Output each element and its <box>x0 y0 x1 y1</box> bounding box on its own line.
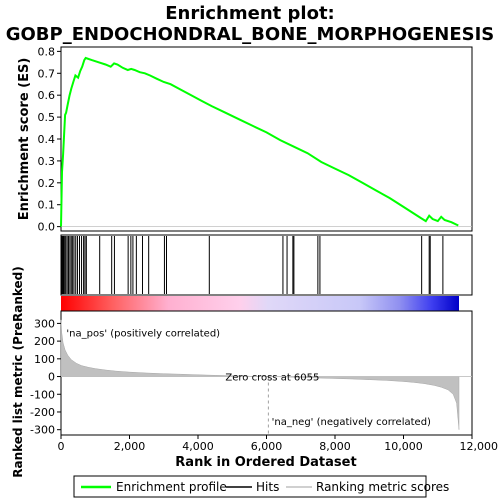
chart-title-line2: GOBP_ENDOCHONDRAL_BONE_MORPHOGENESIS <box>6 24 495 45</box>
rank-y-tick-label: 200 <box>34 335 55 348</box>
es-y-tick-label: 0.0 <box>38 221 56 234</box>
x-tick-label: 2,000 <box>114 440 146 453</box>
es-y-tick-label: 0.4 <box>38 133 56 146</box>
es-y-tick-label: 0.3 <box>38 155 56 168</box>
hits-panel <box>60 234 473 296</box>
enrichment-profile-line <box>60 56 459 227</box>
es-y-tick-label: 0.2 <box>38 177 56 190</box>
x-tick-label: 0 <box>58 440 65 453</box>
rank-y-tick-label: 0 <box>48 371 55 384</box>
rank-y-tick-label: -200 <box>30 406 55 419</box>
x-tick-label: 6,000 <box>251 440 283 453</box>
rank-y-tick-label: -300 <box>30 424 55 437</box>
x-tick-label: 12,000 <box>460 440 499 453</box>
chart-title-line1: Enrichment plot: <box>165 3 335 24</box>
es-plot-area <box>60 46 473 232</box>
legend-label-ranking: Ranking metric scores <box>316 480 449 494</box>
es-y-tick-label: 0.7 <box>38 67 56 80</box>
x-tick-label: 8,000 <box>319 440 351 453</box>
es-y-tick-label: 0.6 <box>38 89 56 102</box>
annotation-na-pos: 'na_pos' (positively correlated) <box>66 328 220 339</box>
es-y-tick-label: 0.1 <box>38 199 56 212</box>
rank-y-tick-label: 100 <box>34 353 55 366</box>
rank-y-axis-label: Ranked list metric (PreRanked) <box>11 266 25 478</box>
es-y-axis: 0.0 0.1 0.2 0.3 0.4 0.5 0.6 0.7 0.8 <box>38 45 61 234</box>
hits-marks <box>61 236 444 294</box>
rank-x-axis: 0 2,000 4,000 6,000 8,000 10,000 12,000 <box>58 435 499 453</box>
ranking-metric-area <box>60 319 460 430</box>
es-y-tick-label: 0.8 <box>38 45 56 58</box>
es-y-tick-label: 0.5 <box>38 111 56 124</box>
es-y-axis-label: Enrichment score (ES) <box>17 58 32 221</box>
rank-y-tick-label: 300 <box>34 317 55 330</box>
legend-label-enrichment: Enrichment profile <box>116 480 227 494</box>
rank-y-axis: -300 -200 -100 0 100 200 300 <box>30 317 61 437</box>
ranking-color-bar <box>61 296 459 311</box>
x-tick-label: 10,000 <box>384 440 423 453</box>
x-tick-label: 4,000 <box>182 440 214 453</box>
rank-y-tick-label: -100 <box>30 388 55 401</box>
legend-label-hits: Hits <box>256 480 279 494</box>
rank-x-axis-label: Rank in Ordered Dataset <box>175 455 356 470</box>
annotation-zero-cross: Zero cross at 6055 <box>225 373 319 384</box>
annotation-na-neg: 'na_neg' (negatively correlated) <box>272 417 431 428</box>
